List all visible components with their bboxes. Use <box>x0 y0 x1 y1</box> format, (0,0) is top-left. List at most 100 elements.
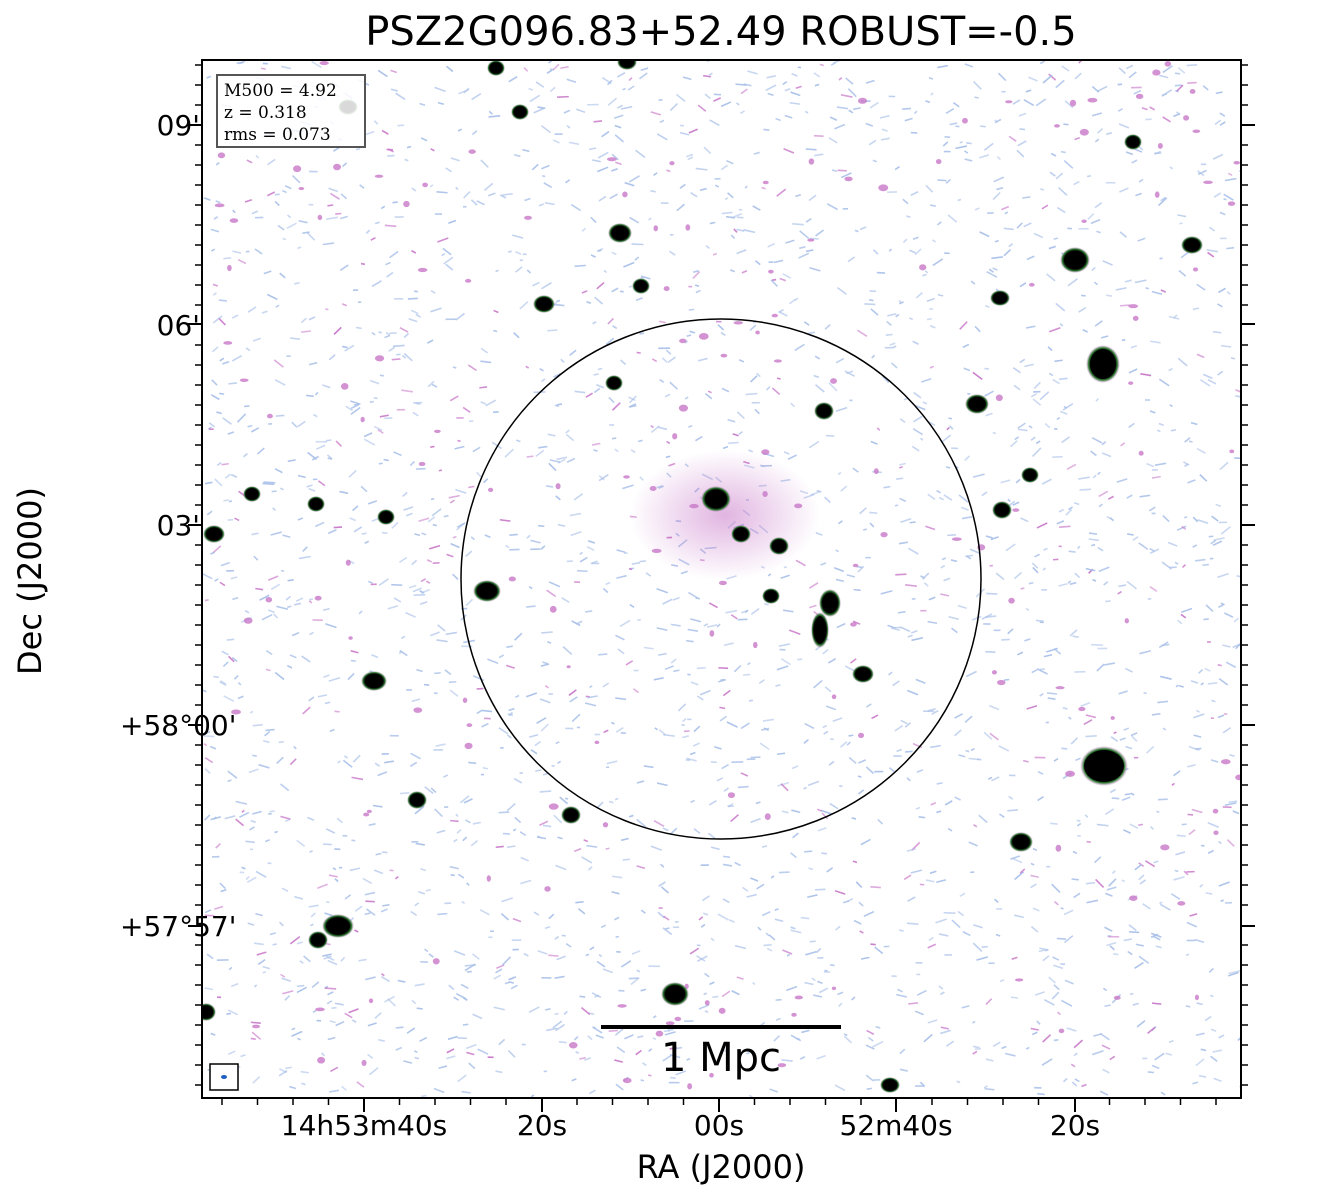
noise-speck <box>574 264 586 268</box>
noise-speck <box>1105 600 1111 603</box>
noise-speck <box>1212 153 1224 160</box>
noise-speck <box>1154 462 1167 466</box>
noise-speck <box>928 596 936 601</box>
noise-speck <box>540 663 550 667</box>
noise-speck <box>1073 180 1080 186</box>
noise-speck <box>736 249 747 255</box>
noise-speck <box>992 1041 1001 1047</box>
noise-speck <box>1058 545 1062 548</box>
noise-speck <box>265 728 275 732</box>
noise-speck <box>927 1019 938 1024</box>
noise-speck <box>1210 1055 1218 1062</box>
noise-speck <box>514 632 523 641</box>
noise-speck <box>1037 1092 1045 1096</box>
noise-speck <box>410 752 421 760</box>
noise-speck <box>1053 237 1059 241</box>
noise-speck <box>723 1049 730 1054</box>
noise-speck <box>452 366 457 369</box>
noise-speck <box>278 740 284 744</box>
noise-speck <box>493 974 502 980</box>
noise-speck <box>281 65 292 70</box>
noise-speck <box>1174 84 1183 87</box>
noise-speck <box>481 722 489 728</box>
noise-speck <box>1178 684 1184 688</box>
noise-speck <box>656 627 668 632</box>
noise-speck <box>289 654 297 659</box>
noise-speck <box>1160 289 1167 293</box>
noise-speck <box>382 903 390 907</box>
radio-source-core <box>515 108 525 116</box>
noise-speck <box>656 782 668 787</box>
faint-source <box>831 694 837 700</box>
noise-speck <box>946 426 950 431</box>
noise-speck <box>274 468 283 474</box>
noise-speck <box>1042 74 1053 84</box>
noise-speck <box>362 877 373 885</box>
noise-speck <box>1192 1081 1199 1085</box>
noise-speck <box>820 562 827 566</box>
noise-speck <box>617 104 624 109</box>
noise-speck <box>925 184 934 193</box>
noise-speck <box>993 176 1005 183</box>
noise-speck <box>851 817 857 820</box>
noise-speck <box>821 852 828 855</box>
faint-source <box>1015 978 1024 982</box>
noise-speck <box>215 842 221 849</box>
noise-speck <box>257 958 266 966</box>
noise-speck <box>636 780 645 784</box>
noise-speck <box>653 820 665 828</box>
noise-speck <box>778 311 788 317</box>
noise-speck <box>450 819 459 823</box>
noise-speck <box>360 262 366 266</box>
noise-speck <box>262 482 275 486</box>
noise-speck <box>1205 604 1214 613</box>
noise-speck <box>485 399 497 407</box>
noise-speck <box>1120 442 1126 447</box>
noise-speck <box>870 308 879 316</box>
noise-speck <box>340 193 348 200</box>
noise-speck <box>228 500 233 503</box>
noise-speck <box>761 186 766 190</box>
noise-speck <box>906 848 916 852</box>
noise-speck <box>622 484 634 490</box>
noise-speck <box>1161 93 1167 97</box>
noise-speck <box>443 514 449 518</box>
noise-speck <box>834 889 846 895</box>
noise-speck <box>1227 172 1233 177</box>
noise-speck <box>936 879 947 884</box>
noise-speck <box>1194 558 1206 562</box>
noise-speck <box>972 371 983 381</box>
noise-speck <box>492 410 499 414</box>
noise-speck <box>687 591 698 599</box>
noise-speck <box>1129 992 1134 996</box>
noise-speck <box>607 97 618 106</box>
noise-speck <box>1023 222 1032 228</box>
noise-speck <box>679 183 686 189</box>
noise-speck <box>737 785 749 789</box>
noise-speck <box>814 83 820 87</box>
noise-speck <box>743 229 756 234</box>
radio-source-core <box>665 986 685 1002</box>
noise-speck <box>461 1090 471 1094</box>
noise-speck <box>406 145 412 149</box>
noise-speck <box>1123 727 1130 731</box>
noise-speck <box>752 205 761 211</box>
radio-source-core <box>1013 836 1029 848</box>
noise-speck <box>1101 441 1107 446</box>
noise-speck <box>325 623 337 629</box>
noise-speck <box>868 139 877 146</box>
noise-speck <box>499 194 507 199</box>
noise-speck <box>579 1056 586 1060</box>
faint-source <box>413 707 423 713</box>
noise-speck <box>709 221 716 225</box>
noise-speck <box>996 187 1004 191</box>
noise-speck <box>384 334 391 339</box>
noise-speck <box>1032 847 1038 852</box>
noise-speck <box>445 263 454 271</box>
noise-speck <box>915 806 921 810</box>
noise-speck <box>1076 819 1081 822</box>
noise-speck <box>1041 1058 1053 1066</box>
x-tick-label: 00s <box>693 1109 745 1142</box>
noise-speck <box>1215 503 1222 508</box>
noise-speck <box>1134 961 1144 969</box>
